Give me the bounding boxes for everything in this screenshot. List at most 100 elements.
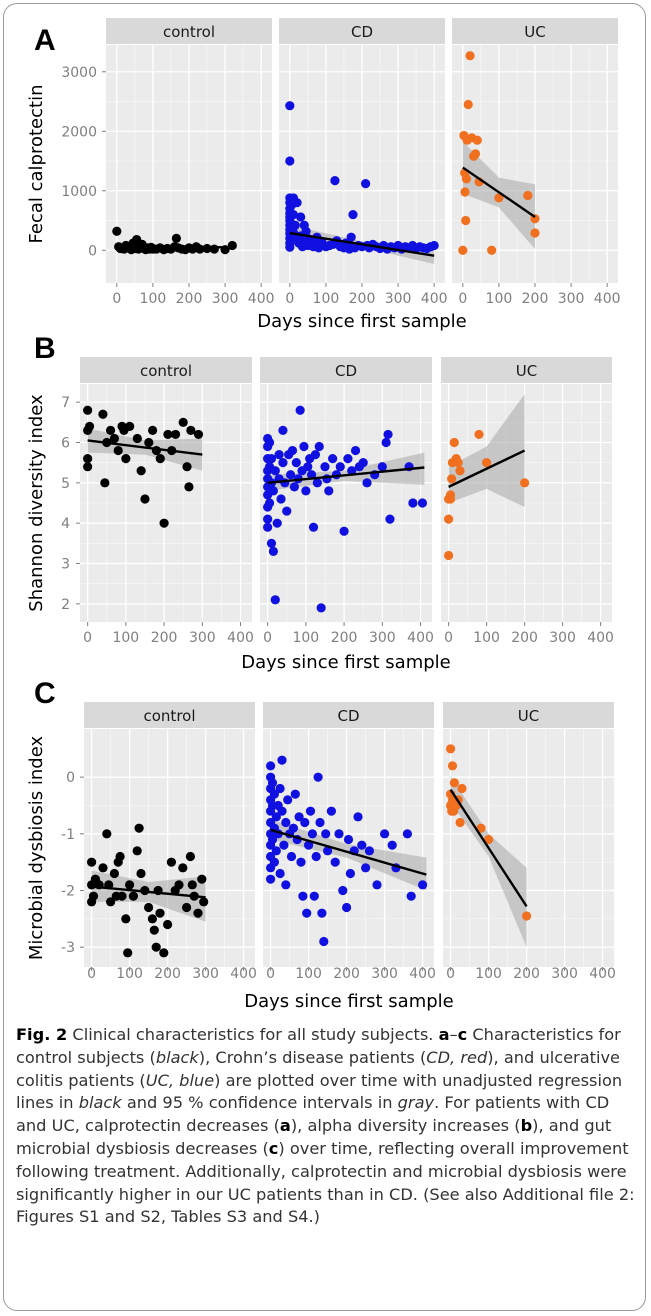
panel-c-control-point <box>88 891 99 901</box>
panel-a-cd-point <box>285 101 295 111</box>
panel-b-cd-point <box>320 462 330 472</box>
panel-b-cd-point <box>278 458 288 468</box>
panel-c-control-point <box>174 880 184 890</box>
panel-c-control-regression-line <box>91 885 206 899</box>
panel-c-x-axis-title: Days since first sample <box>244 991 453 1012</box>
panel-a-uc-x-tick-label: 300 <box>558 291 585 307</box>
panel-a-cd-point <box>296 212 306 222</box>
panel-c-control-point <box>128 891 138 901</box>
panel-a-uc-point <box>487 245 497 255</box>
panel-b-cd-x-tick-label: 200 <box>331 630 358 646</box>
panel-c-control-x-tick-label: 200 <box>154 966 181 982</box>
panel-c-uc-point <box>522 911 532 921</box>
panel-b-uc-point <box>453 458 463 468</box>
panel-c-control-point <box>159 948 169 958</box>
panel-b-control-point <box>83 462 93 472</box>
panel-c-control-point <box>134 823 144 833</box>
panel-b-uc-strip <box>441 357 612 383</box>
panel-b-uc-point <box>444 550 454 561</box>
panel-b-uc-point <box>449 437 459 448</box>
panel-c-control-point <box>106 897 116 907</box>
panel-b-control-point <box>186 425 196 435</box>
caption-segment: ), and ulcerative colitis patients ( <box>16 1047 621 1090</box>
panel-b-cd-point <box>308 522 319 532</box>
panel-c-cd-point <box>294 812 304 822</box>
panel-c-y-tick-label: 0 <box>66 770 75 786</box>
panel-b-control-point <box>84 421 95 431</box>
panel-c-y-tick-label: -3 <box>61 940 75 956</box>
panel-c-control-point <box>121 914 131 924</box>
panel-b-cd-point <box>287 445 298 456</box>
panel-c-control-point <box>98 863 108 873</box>
panel-b-cd-x-tick-label: 300 <box>369 630 396 646</box>
panel-a-cd-x-tick-label: 200 <box>349 291 376 307</box>
panel-c-uc-point <box>457 783 467 794</box>
panel-a-control-strip-label: control <box>163 23 215 41</box>
panel-b-cd-regression-line <box>267 466 425 485</box>
panel-c-cd-point <box>305 806 316 816</box>
panel-c-cd-point <box>402 829 412 839</box>
panel-a-uc-x-tick-label: 100 <box>486 291 513 307</box>
panel-c-cd-point <box>315 817 325 828</box>
panel-c-control-strip <box>84 702 255 728</box>
panel-a-cd-x-tick-label: 0 <box>285 291 294 307</box>
panel-a-cd-point <box>330 176 340 186</box>
panel-c-uc-strip <box>443 702 614 728</box>
panel-b-control-point <box>155 454 165 464</box>
panel-b-cd-point <box>263 522 273 532</box>
caption-segment: a <box>438 1025 450 1044</box>
caption-label: Fig. 2 <box>16 1025 68 1044</box>
panel-b-control-x-tick-label: 200 <box>151 630 178 646</box>
panel-b-control-point <box>140 494 150 504</box>
panel-a-uc-point <box>523 190 533 201</box>
caption-segment: Characteristics for control subjects ( <box>16 1025 621 1067</box>
panel-a-y-tick-label: 0 <box>88 243 97 259</box>
panel-c-cd-point <box>302 908 312 918</box>
panel-a-y-tick-label: 3000 <box>61 65 97 81</box>
panel-b-cd-point <box>343 454 353 464</box>
caption-segment: ), and gut microbial dysbiosis decreases… <box>16 1116 612 1158</box>
panel-b-control-point <box>100 478 110 488</box>
caption-segment: and 95 % confidence intervals in <box>121 1093 398 1113</box>
panel-b-cd-point <box>358 458 368 468</box>
panel-a-cd-point <box>285 156 295 166</box>
panel-a-cd-point <box>285 242 295 252</box>
panel-a-cd-strip-label: CD <box>351 23 373 41</box>
panel-c-cd-point <box>406 891 416 901</box>
panel-b-control-point <box>159 518 169 528</box>
panel-b-cd-point <box>324 486 334 496</box>
panel-c-control-point <box>166 857 176 867</box>
panel-c-control-point <box>197 874 207 884</box>
caption-segment: b <box>520 1116 533 1136</box>
panel-b-cd-point <box>278 425 288 435</box>
panel-b-control-point <box>170 429 181 440</box>
panel-b-cd-point <box>264 498 275 508</box>
panel-c-control-point <box>155 908 165 918</box>
panel-c-cd-point <box>309 891 319 901</box>
panel-c-cd-point <box>418 880 428 890</box>
panel-a-cd-x-tick-label: 300 <box>385 291 412 307</box>
panel-c-y-tick-label: -1 <box>61 827 75 843</box>
panel-c-cd-point <box>311 851 321 862</box>
panel-a-uc-point <box>470 149 481 159</box>
panel-b-cd-point <box>272 518 282 528</box>
panel-b-cd-point <box>301 486 311 496</box>
panel-c-cd-strip-label: CD <box>337 707 359 725</box>
panel-b-control-point <box>83 405 93 415</box>
panel-c-cd-point <box>296 857 306 867</box>
caption-segment: black <box>155 1047 199 1067</box>
panel-a-control-x-tick-label: 0 <box>112 291 121 307</box>
panel-c-cd-strip <box>263 702 434 728</box>
panel-c-cd-point <box>353 812 363 822</box>
panel-c-control-point <box>185 851 195 862</box>
panel-c-uc-point <box>484 834 494 845</box>
caption-segment: ), alpha diversity increases ( <box>290 1116 521 1136</box>
panel-c-cd-point <box>266 761 276 771</box>
panel-b-control-x-tick-label: 300 <box>189 630 216 646</box>
panel-b-control-point <box>121 454 131 464</box>
panel-b-y-tick-label: 2 <box>61 597 70 613</box>
panel-a-control-x-tick-label: 400 <box>248 291 275 307</box>
panel-a-cd-x-tick-label: 400 <box>421 291 448 307</box>
panel-b-cd-point <box>270 466 280 476</box>
